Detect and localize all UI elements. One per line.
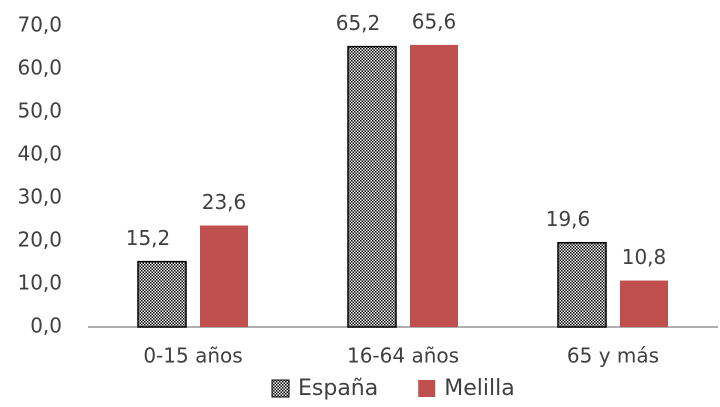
y-tick-label: 70,0: [17, 13, 62, 37]
y-tick-label: 20,0: [17, 228, 62, 252]
y-tick-label: 10,0: [17, 271, 62, 295]
y-tick-label: 50,0: [17, 99, 62, 123]
y-tick-label: 30,0: [17, 185, 62, 209]
data-label: 65,6: [412, 9, 457, 33]
data-label: 10,8: [622, 245, 667, 269]
legend-label: Melilla: [444, 376, 514, 401]
data-label: 65,2: [336, 11, 381, 35]
y-tick-label: 40,0: [17, 142, 62, 166]
data-label: 23,6: [202, 190, 247, 214]
x-tick-label: 0-15 años: [143, 344, 242, 368]
y-tick-label: 60,0: [17, 56, 62, 80]
bar: [557, 241, 607, 328]
data-label: 19,6: [546, 207, 591, 231]
bar: [137, 260, 187, 328]
data-label: 15,2: [126, 226, 171, 250]
legend-label: España: [298, 376, 378, 401]
legend-swatch: [271, 379, 290, 398]
x-tick-label: 16-64 años: [347, 344, 459, 368]
bar: [410, 44, 458, 328]
x-tick-label: 65 y más: [567, 344, 659, 368]
bar: [347, 45, 397, 328]
legend-swatch: [418, 380, 436, 397]
y-tick-label: 0,0: [30, 314, 62, 338]
bar: [200, 225, 248, 327]
bar: [620, 280, 668, 327]
